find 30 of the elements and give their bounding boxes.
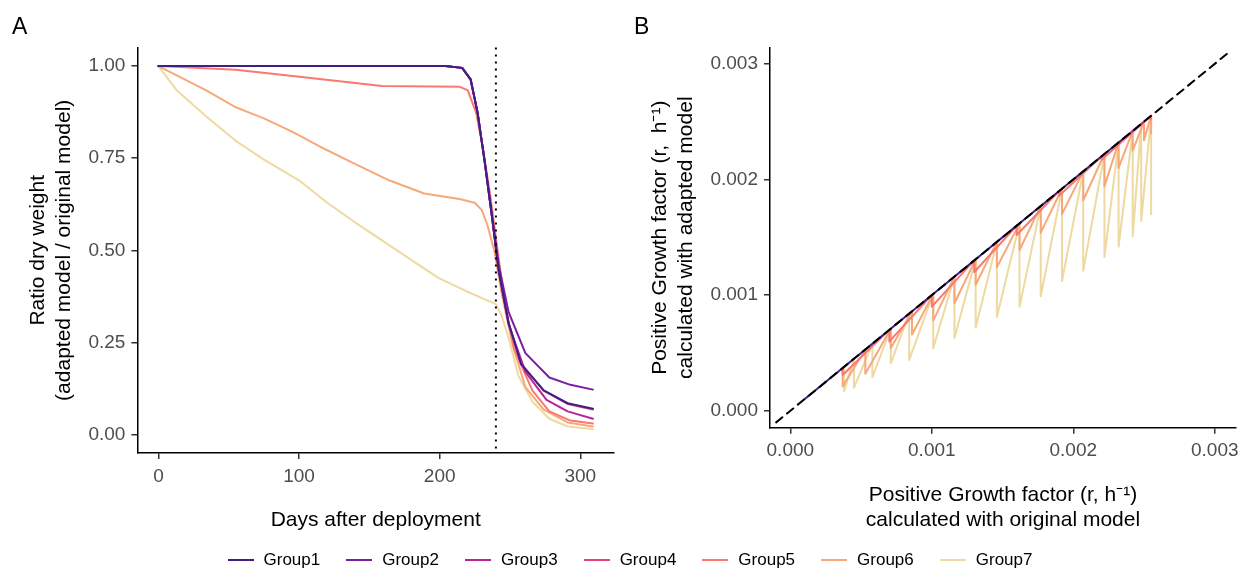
legend-label: Group3 [500,550,558,570]
y-tick-label: 0.00 [88,422,126,444]
x-tick-label: 100 [283,464,315,486]
y-tick-label: 0.002 [710,167,758,189]
x-tick-label: 0.003 [1191,439,1239,461]
legend-label: Group2 [382,550,439,570]
y-tick-label: 0.001 [710,283,758,305]
y-tick-label: 0.50 [88,238,126,260]
y-tick-label: 0.000 [710,399,758,421]
chart-title: A [12,13,28,40]
legend-label: Group6 [857,550,914,570]
chart-title: B [634,13,650,40]
y-axis-title: Ratio dry weight (adapted model / original model) [25,99,74,401]
y-tick-label: 0.003 [710,52,758,74]
y-tick-label: 1.00 [88,54,126,76]
x-tick-label: 0.002 [1049,439,1098,461]
legend-label: Group7 [975,550,1033,570]
x-tick-label: 0.000 [766,439,815,461]
legend-label: Group5 [738,550,796,570]
x-axis-title: Positive Growth factor (r, h⁻¹) calculated with original model [865,482,1141,531]
x-tick-label: 0 [153,464,164,486]
x-axis-title: Days after deployment [270,507,481,531]
x-tick-label: 0.001 [908,439,956,461]
legend-label: Group1 [263,550,321,570]
y-tick-label: 0.75 [88,146,126,168]
y-axis-title: Positive Growth factor (r, h⁻¹) calculated with adapted model [647,96,696,379]
y-tick-label: 0.25 [88,330,126,352]
legend-label: Group4 [619,550,677,570]
x-tick-label: 200 [423,464,456,486]
x-tick-label: 300 [564,464,597,486]
